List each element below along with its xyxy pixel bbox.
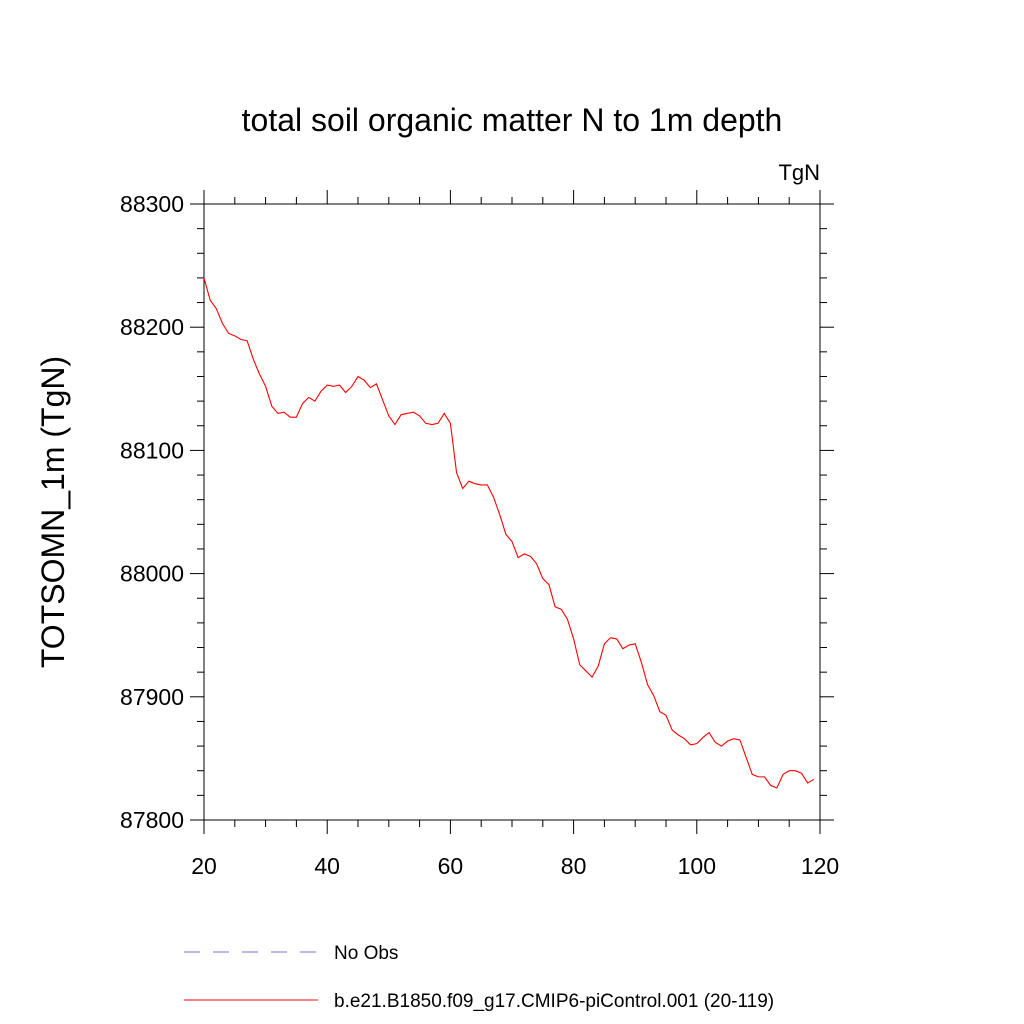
y-tick-label: 87800 — [120, 807, 184, 833]
y-tick-label: 88100 — [120, 437, 184, 463]
x-tick-label: 80 — [561, 853, 587, 879]
legend: No Obs b.e21.B1850.f09_g17.CMIP6-piContro… — [184, 943, 774, 1012]
chart-units: TgN — [778, 160, 820, 185]
legend-label-1: b.e21.B1850.f09_g17.CMIP6-piControl.001 … — [334, 991, 774, 1012]
series-line-1 — [203, 277, 815, 789]
y-tick-label: 88000 — [120, 561, 184, 587]
x-axis: 20 40 60 80 100 120 — [191, 190, 839, 879]
y-axis: 87800 87900 88000 88100 88200 88300 — [120, 191, 834, 833]
x-tick-label: 120 — [801, 853, 839, 879]
legend-label-0: No Obs — [334, 943, 398, 964]
x-tick-label: 100 — [678, 853, 716, 879]
chart-title: total soil organic matter N to 1m depth — [242, 102, 783, 138]
x-tick-label: 60 — [438, 853, 464, 879]
y-tick-label: 88200 — [120, 314, 184, 340]
y-axis-label: TOTSOMN_1m (TgN) — [35, 356, 71, 668]
y-tick-label: 87900 — [120, 684, 184, 710]
x-tick-label: 40 — [314, 853, 340, 879]
y-tick-label: 88300 — [120, 191, 184, 217]
series-layer — [203, 277, 815, 789]
x-tick-label: 20 — [191, 853, 217, 879]
